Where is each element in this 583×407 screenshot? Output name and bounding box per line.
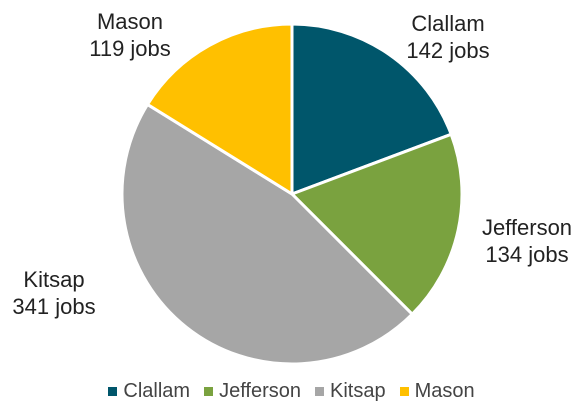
slice-label-kitsap: Kitsap 341 jobs: [12, 266, 95, 320]
legend-swatch-clallam: [108, 387, 118, 396]
legend-label-clallam: Clallam: [123, 380, 191, 402]
slice-label-jefferson: Jefferson 134 jobs: [482, 214, 572, 268]
slice-label-kitsap-name: Kitsap: [23, 267, 85, 292]
slice-label-clallam: Clallam 142 jobs: [406, 10, 489, 64]
legend-item-jefferson: Jefferson: [204, 380, 301, 403]
slice-label-mason: Mason 119 jobs: [89, 8, 171, 62]
legend-item-mason: Mason: [399, 380, 475, 403]
legend-item-clallam: Clallam: [108, 380, 190, 403]
slice-label-clallam-name: Clallam: [411, 11, 485, 36]
slice-label-kitsap-value: 341 jobs: [12, 294, 96, 319]
slice-label-jefferson-name: Jefferson: [481, 215, 573, 240]
slice-label-mason-value: 119 jobs: [89, 36, 171, 61]
legend-item-kitsap: Kitsap: [314, 380, 386, 403]
legend-label-jefferson: Jefferson: [219, 380, 301, 402]
pie-slice-kitsap: [120, 102, 414, 366]
pie-slice-mason: [146, 22, 294, 196]
legend-swatch-mason: [399, 387, 409, 396]
slice-label-jefferson-value: 134 jobs: [485, 242, 569, 267]
legend-label-kitsap: Kitsap: [329, 380, 386, 402]
slice-label-mason-name: Mason: [96, 9, 164, 34]
slice-label-clallam-value: 142 jobs: [406, 38, 490, 63]
legend-label-mason: Mason: [414, 380, 475, 402]
legend: Clallam Jefferson Kitsap Mason: [0, 380, 583, 403]
pie-slice-clallam: [290, 22, 453, 196]
legend-swatch-jefferson: [204, 387, 214, 396]
pie-slice-jefferson: [290, 132, 464, 316]
legend-swatch-kitsap: [314, 387, 324, 396]
